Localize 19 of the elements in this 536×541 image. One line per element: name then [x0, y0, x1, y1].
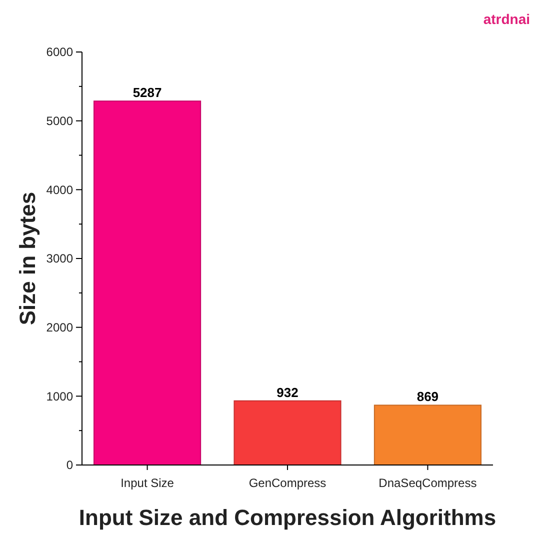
y-axis-title: Size in bytes: [15, 192, 40, 326]
y-tick-label: 0: [66, 458, 74, 472]
y-tick-label: 5000: [46, 114, 74, 128]
y-tick-label: 4000: [46, 182, 74, 197]
bar: [374, 404, 482, 466]
bar: [234, 400, 342, 466]
y-tick-label: 2000: [46, 320, 74, 335]
bar: [94, 100, 202, 466]
data-label: 932: [276, 384, 298, 400]
y-tick-label: 6000: [46, 45, 74, 60]
y-tick-label: 1000: [46, 389, 74, 404]
x-tick-label: DnaSeqCompress: [378, 476, 477, 490]
x-tick-label: GenCompress: [248, 476, 326, 490]
x-axis-title: Input Size and Compression Algorithms: [78, 505, 496, 530]
x-tick-label: Input Size: [120, 476, 174, 490]
data-label: 869: [416, 389, 439, 404]
text: atrdnai: [483, 11, 530, 27]
data-label: 5287: [132, 85, 162, 100]
y-tick-label: 3000: [46, 252, 74, 266]
